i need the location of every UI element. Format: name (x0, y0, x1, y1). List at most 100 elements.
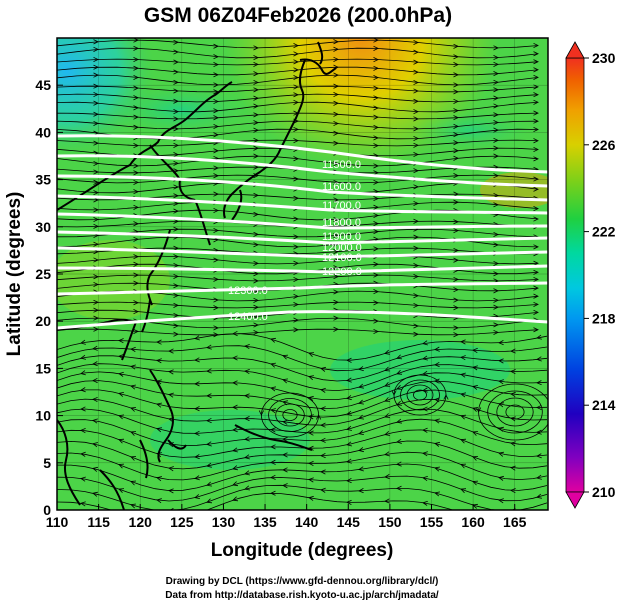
wind-arrow (133, 163, 139, 169)
wind-arrow (133, 74, 139, 80)
wind-arrow (133, 236, 139, 242)
wind-arrow (244, 485, 250, 491)
y-tick-label: 20 (35, 313, 51, 329)
wind-arrow (373, 289, 379, 295)
wind-arrow (206, 417, 212, 424)
contour-label: 12200.0 (322, 266, 362, 278)
wind-arrow (173, 201, 179, 207)
wind-arrow (293, 92, 299, 98)
vortex-streamline (282, 409, 298, 421)
wind-arrow (498, 475, 504, 481)
wind-arrow (133, 204, 139, 210)
wind-arrow (453, 54, 459, 60)
wind-arrow (453, 132, 459, 138)
wind-arrow (510, 348, 516, 354)
streamline (57, 174, 538, 184)
wind-arrow (493, 127, 499, 133)
wind-arrow (453, 155, 459, 161)
wind-arrow (498, 451, 504, 457)
wind-arrow (173, 184, 179, 190)
wind-arrow (253, 45, 259, 51)
wind-arrow (253, 61, 259, 67)
wind-arrow (133, 254, 139, 260)
wind-arrow (533, 293, 539, 299)
wind-arrow (373, 229, 379, 235)
streamline (57, 463, 548, 492)
colorbar-bottom-arrow (565, 491, 585, 509)
wind-arrow (93, 111, 99, 117)
wind-arrow (333, 289, 339, 295)
wind-arrow (308, 395, 314, 401)
wind-arrow (320, 406, 326, 412)
wind-arrow (453, 276, 459, 282)
streamline (57, 492, 455, 510)
wind-arrow (537, 511, 542, 515)
wind-arrow (213, 257, 219, 263)
wind-arrow (460, 372, 466, 378)
wind-arrow (453, 82, 459, 88)
wind-arrow (93, 160, 99, 167)
wind-arrow (80, 387, 86, 393)
wind-arrow (206, 393, 212, 399)
wind-arrow (413, 263, 419, 269)
wind-arrow (333, 232, 339, 238)
wind-arrow (173, 152, 179, 158)
wind-arrow (173, 193, 179, 199)
wind-arrow (232, 355, 238, 361)
wind-arrow (156, 427, 162, 433)
wind-arrow (510, 391, 516, 398)
wind-arrow (498, 340, 504, 346)
wind-arrow (253, 95, 259, 101)
wind-arrow (533, 67, 539, 73)
wind-arrow (373, 261, 379, 267)
wind-arrow (130, 480, 137, 486)
streamline (57, 58, 538, 66)
wind-arrow (453, 287, 459, 293)
height-contour (57, 194, 548, 215)
x-tick-label: 110 (46, 514, 69, 530)
wind-arrow (320, 469, 326, 475)
wind-arrow (533, 74, 539, 80)
wind-arrow (373, 143, 379, 149)
height-contour (57, 154, 548, 188)
wind-arrow (333, 315, 339, 321)
wind-arrow (533, 244, 539, 250)
y-tick-label: 45 (35, 77, 51, 93)
wind-arrow (293, 302, 299, 308)
wind-arrow (460, 355, 466, 361)
wind-arrow (270, 474, 276, 480)
wind-arrow (333, 299, 339, 305)
contour-label: 11700.0 (322, 200, 361, 212)
streamline (57, 139, 538, 147)
wind-arrow (93, 241, 99, 247)
wind-arrow (373, 204, 379, 210)
wind-arrow (118, 371, 124, 377)
x-tick-label: 140 (295, 514, 319, 530)
wind-arrow (498, 498, 504, 504)
wind-arrow (358, 383, 364, 389)
streamline (57, 47, 538, 59)
wind-arrow (133, 45, 139, 51)
wind-arrow (308, 414, 314, 420)
contour-label: 12100.0 (322, 252, 362, 264)
wind-arrow (213, 173, 219, 179)
wind-arrow (270, 408, 276, 414)
wind-arrow (232, 447, 238, 453)
wind-arrow (282, 378, 288, 384)
colorbar-tick-label: 230 (592, 50, 616, 66)
colorbar-tick-label: 218 (592, 310, 616, 326)
wind-arrow (244, 369, 250, 375)
wind-arrow (173, 109, 179, 115)
wind-arrow (422, 427, 428, 433)
wind-arrow (533, 301, 539, 307)
wind-arrow (472, 365, 478, 371)
wind-arrow (118, 414, 125, 420)
wind-arrow (396, 354, 403, 360)
wind-arrow (270, 427, 276, 433)
wind-arrow (373, 196, 379, 202)
wind-arrow (453, 325, 459, 331)
wind-arrow (536, 334, 542, 340)
wind-arrow (93, 91, 99, 98)
wind-arrow (173, 160, 179, 166)
wind-arrow (173, 79, 179, 85)
